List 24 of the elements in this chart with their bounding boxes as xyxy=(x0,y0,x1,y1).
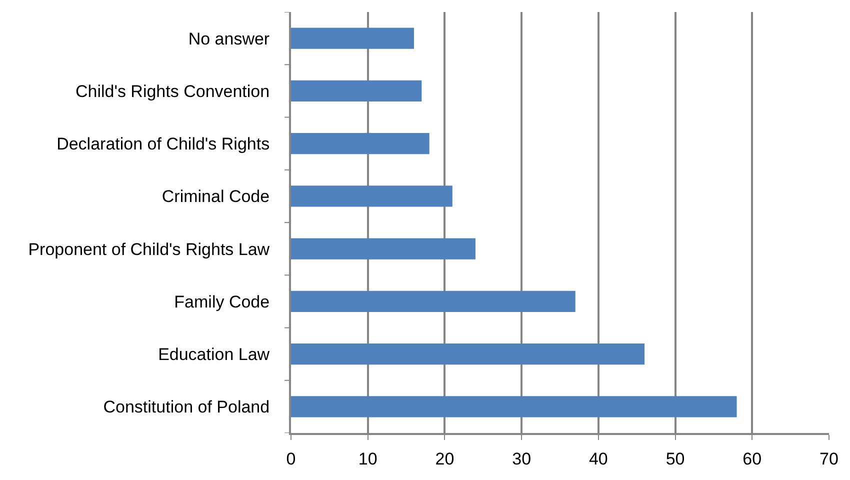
x-tick-label: 20 xyxy=(435,449,454,468)
y-tick-label: Declaration of Child's Rights xyxy=(56,134,270,154)
y-tick-label: No answer xyxy=(188,29,270,48)
x-tick-label: 40 xyxy=(588,449,608,468)
bar xyxy=(291,238,476,260)
x-tick-label: 10 xyxy=(358,449,378,468)
y-tick-label: Constitution of Poland xyxy=(103,398,270,417)
bar xyxy=(291,290,576,312)
bar xyxy=(291,344,645,365)
bar xyxy=(291,28,414,49)
bar xyxy=(291,396,737,418)
x-tick-label: 60 xyxy=(742,449,762,468)
x-tick-label: 30 xyxy=(512,449,532,468)
x-tick-label: 50 xyxy=(666,449,685,468)
y-tick-label: Proponent of Child's Rights Law xyxy=(28,240,270,259)
y-tick-label: Education Law xyxy=(158,345,270,364)
x-tick-label: 0 xyxy=(286,449,296,468)
x-tick-label: 70 xyxy=(820,449,838,468)
bar xyxy=(291,186,452,207)
y-tick-label: Child's Rights Convention xyxy=(75,82,270,101)
bar xyxy=(291,133,430,154)
bar xyxy=(291,80,422,102)
y-tick-label: Criminal Code xyxy=(162,187,270,206)
y-tick-label: Family Code xyxy=(174,292,270,312)
